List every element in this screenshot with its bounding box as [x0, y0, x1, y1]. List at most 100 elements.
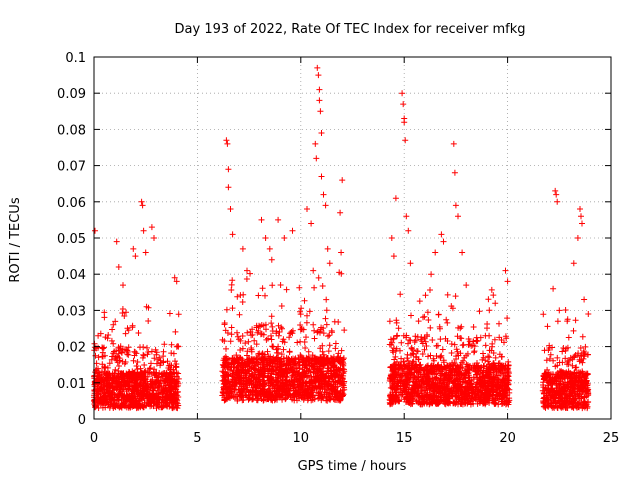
data-point	[410, 358, 417, 365]
data-point	[175, 311, 182, 318]
data-point	[258, 361, 264, 368]
data-point	[333, 366, 340, 373]
data-point	[288, 329, 295, 335]
data-point	[306, 308, 313, 315]
data-point	[321, 381, 328, 388]
data-point	[501, 365, 508, 372]
data-point	[399, 365, 405, 372]
data-point	[128, 371, 135, 378]
data-point	[137, 365, 144, 372]
data-point	[580, 355, 587, 362]
data-point	[232, 375, 239, 382]
data-point	[138, 372, 145, 378]
data-point	[138, 198, 145, 205]
data-point	[282, 377, 289, 384]
data-point	[124, 325, 131, 332]
data-point	[133, 363, 140, 369]
data-point	[129, 322, 136, 329]
data-point	[253, 375, 260, 382]
data-point	[503, 392, 510, 399]
data-point	[476, 398, 483, 405]
data-point	[423, 378, 430, 385]
data-point	[265, 374, 272, 381]
data-point	[113, 357, 120, 364]
data-point	[415, 374, 421, 381]
data-point	[306, 378, 313, 385]
data-point	[328, 386, 335, 393]
data-point	[228, 331, 235, 338]
data-point	[124, 373, 131, 380]
data-point	[503, 335, 510, 342]
data-point	[172, 358, 178, 365]
data-point	[389, 339, 396, 346]
data-point	[493, 365, 500, 372]
data-point	[255, 292, 262, 299]
data-point	[268, 336, 275, 343]
data-point	[569, 403, 576, 410]
data-point	[474, 363, 481, 370]
data-point	[327, 373, 334, 379]
data-point	[92, 352, 99, 359]
data-point	[577, 206, 583, 212]
data-point	[323, 296, 330, 303]
data-point	[390, 253, 397, 260]
data-point	[153, 379, 160, 386]
data-point	[443, 371, 450, 377]
data-point	[98, 385, 105, 392]
data-point	[504, 278, 511, 285]
data-point	[230, 393, 237, 400]
data-point	[417, 336, 424, 343]
data-point	[254, 329, 261, 336]
data-point	[222, 376, 229, 383]
data-point	[438, 368, 445, 375]
data-point	[258, 330, 265, 337]
data-point	[501, 339, 507, 346]
data-point	[485, 385, 492, 392]
data-point	[301, 393, 308, 400]
data-point	[318, 173, 325, 180]
data-point	[476, 308, 483, 315]
data-point	[255, 391, 262, 398]
data-point	[116, 363, 122, 369]
data-point	[455, 394, 462, 401]
data-point	[308, 220, 315, 227]
data-point	[291, 376, 298, 383]
data-point	[429, 337, 436, 343]
data-point	[485, 358, 491, 365]
x-axis-label: GPS time / hours	[298, 459, 407, 474]
data-point	[455, 213, 461, 220]
data-point	[491, 397, 498, 404]
data-point	[333, 392, 340, 399]
data-point	[112, 318, 119, 325]
data-point	[452, 202, 459, 209]
data-point	[141, 362, 148, 368]
data-point	[124, 347, 131, 354]
data-point	[485, 353, 491, 360]
data-point	[109, 326, 116, 333]
data-point	[229, 231, 236, 238]
data-point	[104, 364, 111, 371]
data-point	[222, 327, 229, 334]
data-point	[319, 357, 325, 364]
data-point	[583, 402, 590, 409]
data-point	[441, 391, 448, 398]
data-point	[484, 369, 491, 376]
data-point	[114, 354, 121, 360]
data-point	[234, 397, 241, 404]
data-point	[562, 379, 569, 386]
data-point	[408, 312, 414, 319]
data-point	[304, 206, 310, 212]
data-point	[275, 216, 282, 223]
data-point	[158, 394, 164, 401]
x-tick-label: 0	[90, 431, 98, 446]
data-point	[225, 166, 232, 173]
data-point	[405, 340, 411, 347]
data-point	[488, 286, 495, 293]
data-point	[158, 386, 165, 393]
data-point	[492, 354, 499, 361]
data-point	[495, 368, 502, 375]
data-point	[480, 354, 487, 361]
axis-ticks	[93, 56, 612, 420]
data-point	[558, 386, 565, 392]
data-point	[400, 332, 407, 339]
